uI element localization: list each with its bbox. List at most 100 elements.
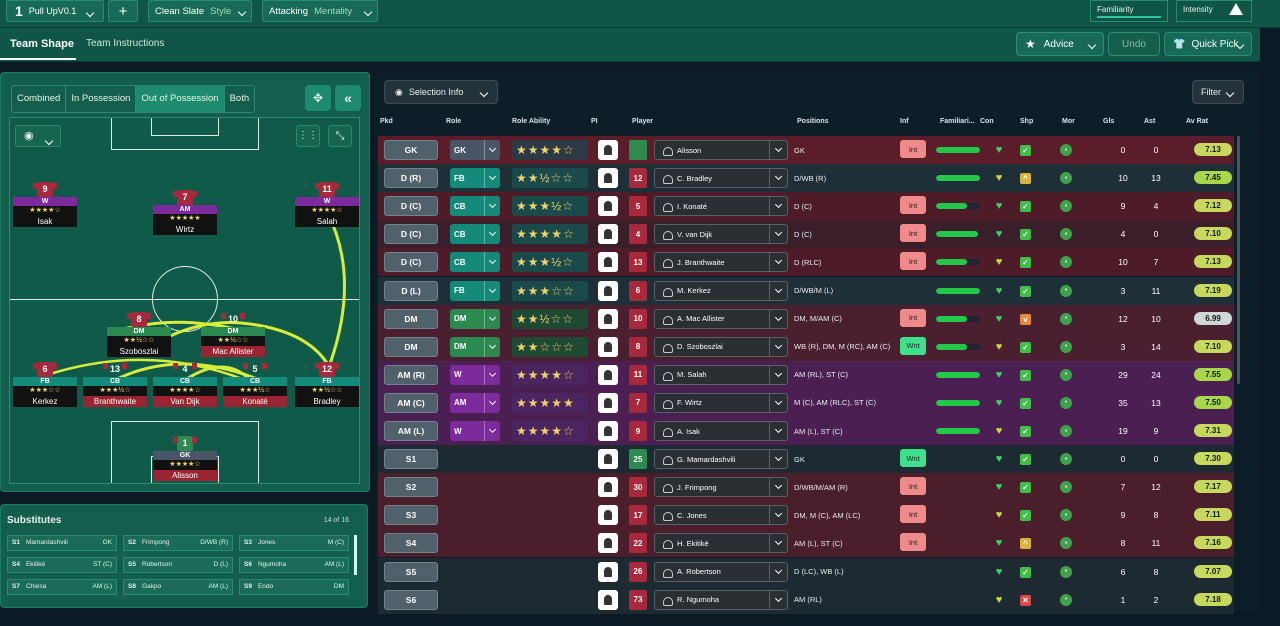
player-dropdown[interactable]: I. Konaté	[654, 196, 788, 217]
player-instructions-icon[interactable]	[598, 168, 618, 189]
quick-pick-button[interactable]: 👕 Quick Pick	[1164, 32, 1252, 56]
phase-both[interactable]: Both	[229, 93, 250, 104]
intensity-meter[interactable]: Intensity	[1176, 0, 1252, 22]
player-instructions-icon[interactable]	[598, 561, 618, 582]
player-dropdown[interactable]: A. Robertson	[654, 561, 788, 582]
player-dropdown[interactable]: F. Wirtz	[654, 392, 788, 413]
header-familiarity[interactable]: Familiari...	[940, 118, 975, 125]
player-instructions-icon[interactable]	[598, 533, 618, 554]
pkd-cell[interactable]: AM (R)	[384, 364, 438, 385]
advice-button[interactable]: ★ Advice	[1016, 32, 1104, 56]
table-row[interactable]: AM (L) W ★★★★☆ 9 A. Isak AM (L), ST (C) ♥ ✓ • 19 9…	[378, 417, 1234, 445]
table-row[interactable]: AM (R) W ★★★★☆ 11 M. Salah AM (RL), ST (C) ♥ ✓ •…	[378, 360, 1234, 389]
pkd-cell[interactable]: S2	[384, 477, 438, 498]
formation-dropdown[interactable]: 1 Pull UpV0.1	[6, 0, 104, 22]
player-instructions-icon[interactable]	[598, 364, 618, 385]
player-instructions-icon[interactable]	[598, 308, 618, 329]
expand-icon[interactable]: ⤡	[328, 125, 352, 147]
role-dropdown[interactable]: CB	[450, 252, 500, 273]
table-row[interactable]: D (C) CB ★★★½☆ 5 I. Konaté D (C) Int ♥ ✓ • 9 4 7.12	[378, 192, 1234, 221]
header-ast[interactable]: Ast	[1144, 118, 1156, 125]
pkd-cell[interactable]: S4	[384, 533, 438, 554]
player-instructions-icon[interactable]	[598, 392, 618, 413]
table-row[interactable]: S4 22 H. Ekitiké AM (L), ST (C) Int ♥ ^ • 8 11 7.1…	[378, 529, 1234, 558]
pkd-cell[interactable]: DM	[384, 308, 438, 329]
role-dropdown[interactable]: FB	[450, 168, 500, 189]
table-row[interactable]: S2 30 J. Frimpong D/WB/M/AM (R) Int ♥ ✓ • 7 12 7.1…	[378, 473, 1234, 502]
player-instructions-icon[interactable]	[598, 224, 618, 245]
header-mor[interactable]: Mor	[1062, 118, 1075, 125]
player-dropdown[interactable]: A. Mac Allister	[654, 308, 788, 329]
phase-combined[interactable]: Combined	[12, 86, 67, 112]
player-card[interactable]: 13 CB ★★★½☆ Branthwaite	[83, 362, 147, 407]
pkd-cell[interactable]: AM (C)	[384, 392, 438, 413]
sub-item[interactable]: S8 Gakpo AM (L)	[123, 579, 233, 595]
role-dropdown[interactable]: FB	[450, 280, 500, 301]
player-dropdown[interactable]: J. Frimpong	[654, 477, 788, 498]
substitutes-scrollbar[interactable]	[354, 535, 357, 575]
add-formation-button[interactable]: +	[108, 0, 138, 22]
header-inf[interactable]: Inf	[900, 118, 909, 125]
table-row[interactable]: D (C) CB ★★★½☆ 13 J. Branthwaite D (RLC) Int ♥ ✓…	[378, 248, 1234, 277]
player-card[interactable]: 7 AM ★★★★★ Wirtz	[153, 190, 217, 235]
table-row[interactable]: S3 17 C. Jones DM, M (C), AM (LC) Int ♥ ✓ • 9 8 7.…	[378, 501, 1234, 530]
role-dropdown[interactable]: CB	[450, 224, 500, 245]
sub-item[interactable]: S6 Ngumoha AM (L)	[239, 557, 349, 573]
player-card[interactable]: 10 DM ★★½☆☆ Mac Allister	[201, 312, 265, 357]
header-pi[interactable]: PI	[591, 118, 598, 125]
pkd-cell[interactable]: S5	[384, 561, 438, 582]
pkd-cell[interactable]: S3	[384, 505, 438, 526]
player-dropdown[interactable]: M. Kerkez	[654, 280, 788, 301]
sub-item[interactable]: S1 Mamardashvili GK	[7, 535, 117, 551]
player-dropdown[interactable]: C. Jones	[654, 505, 788, 526]
table-row[interactable]: GK GK ★★★★☆ Alisson GK Int ♥ ✓ • 0 0 7.13	[378, 136, 1234, 164]
player-dropdown[interactable]: A. Isak	[654, 421, 788, 441]
player-dropdown[interactable]: J. Branthwaite	[654, 252, 788, 273]
player-instructions-icon[interactable]	[598, 336, 618, 357]
header-role-ability[interactable]: Role Ability	[512, 118, 551, 125]
player-instructions-icon[interactable]	[598, 449, 618, 470]
header-positions[interactable]: Positions	[797, 118, 829, 125]
player-dropdown[interactable]: D. Szoboszlai	[654, 336, 788, 357]
grid-icon[interactable]: ⋮⋮	[296, 125, 320, 147]
player-card[interactable]: 12 FB ★★½☆☆ Bradley	[295, 362, 359, 407]
player-card[interactable]: 9 W ★★★★☆ Isak	[13, 182, 77, 227]
player-dropdown[interactable]: G. Mamardashvili	[654, 449, 788, 470]
table-row[interactable]: S1 25 G. Mamardashvili GK Wnt ♥ ✓ • 0 0 7.30	[378, 445, 1234, 474]
table-row[interactable]: D (C) CB ★★★★☆ 4 V. van Dijk D (C) Int ♥ ✓ • 4 0 7.1…	[378, 220, 1234, 249]
table-row[interactable]: D (L) FB ★★★☆☆ 6 M. Kerkez D/WB/M (L) ♥ ✓ • 3 11 7.…	[378, 276, 1234, 305]
collapse-icon[interactable]: «	[335, 85, 361, 111]
player-card[interactable]: 5 CB ★★★½☆ Konaté	[223, 362, 287, 407]
player-card[interactable]: 11 W ★★★★☆ Salah	[295, 182, 359, 227]
view-dropdown[interactable]: ◉	[15, 125, 61, 147]
role-dropdown[interactable]: AM	[450, 392, 500, 413]
header-shp[interactable]: Shp	[1020, 118, 1034, 125]
pkd-cell[interactable]: D (C)	[384, 224, 438, 245]
player-dropdown[interactable]: Alisson	[654, 140, 788, 160]
pkd-cell[interactable]: GK	[384, 140, 438, 160]
tab-team-shape[interactable]: Team Shape	[10, 38, 74, 50]
filter-dropdown[interactable]: Filter	[1192, 80, 1244, 104]
role-dropdown[interactable]: DM	[450, 336, 500, 357]
player-card[interactable]: 6 FB ★★★☆☆ Kerkez	[13, 362, 77, 407]
pkd-cell[interactable]: D (C)	[384, 252, 438, 273]
selection-info-dropdown[interactable]: ◉ Selection Info	[384, 80, 498, 104]
player-instructions-icon[interactable]	[598, 589, 618, 610]
pkd-cell[interactable]: D (R)	[384, 168, 438, 189]
header-player[interactable]: Player	[632, 118, 654, 125]
pkd-cell[interactable]: D (C)	[384, 196, 438, 217]
player-dropdown[interactable]: H. Ekitiké	[654, 533, 788, 554]
table-row[interactable]: DM DM ★★½☆☆ 10 A. Mac Allister DM, M/AM (C) In…	[378, 304, 1234, 333]
undo-button[interactable]: Undo	[1108, 32, 1160, 56]
header-av-rat[interactable]: Av Rat	[1186, 118, 1208, 125]
table-scrollbar[interactable]	[1237, 136, 1240, 384]
tab-team-instructions[interactable]: Team Instructions	[86, 38, 165, 49]
table-row[interactable]: D (R) FB ★★½☆☆ 12 C. Bradley D/WB (R) ♥ ^ • 10 13 7…	[378, 164, 1234, 193]
player-card[interactable]: 4 CB ★★★★☆ Van Dijk	[153, 362, 217, 407]
pkd-cell[interactable]: DM	[384, 336, 438, 357]
phase-in-possession[interactable]: In Possession	[66, 86, 137, 112]
player-card[interactable]: 8 DM ★★½☆☆ Szoboszlai	[107, 312, 171, 357]
player-instructions-icon[interactable]	[598, 280, 618, 301]
sub-item[interactable]: S9 Endo DM	[239, 579, 349, 595]
move-icon[interactable]: ✥	[305, 85, 331, 111]
